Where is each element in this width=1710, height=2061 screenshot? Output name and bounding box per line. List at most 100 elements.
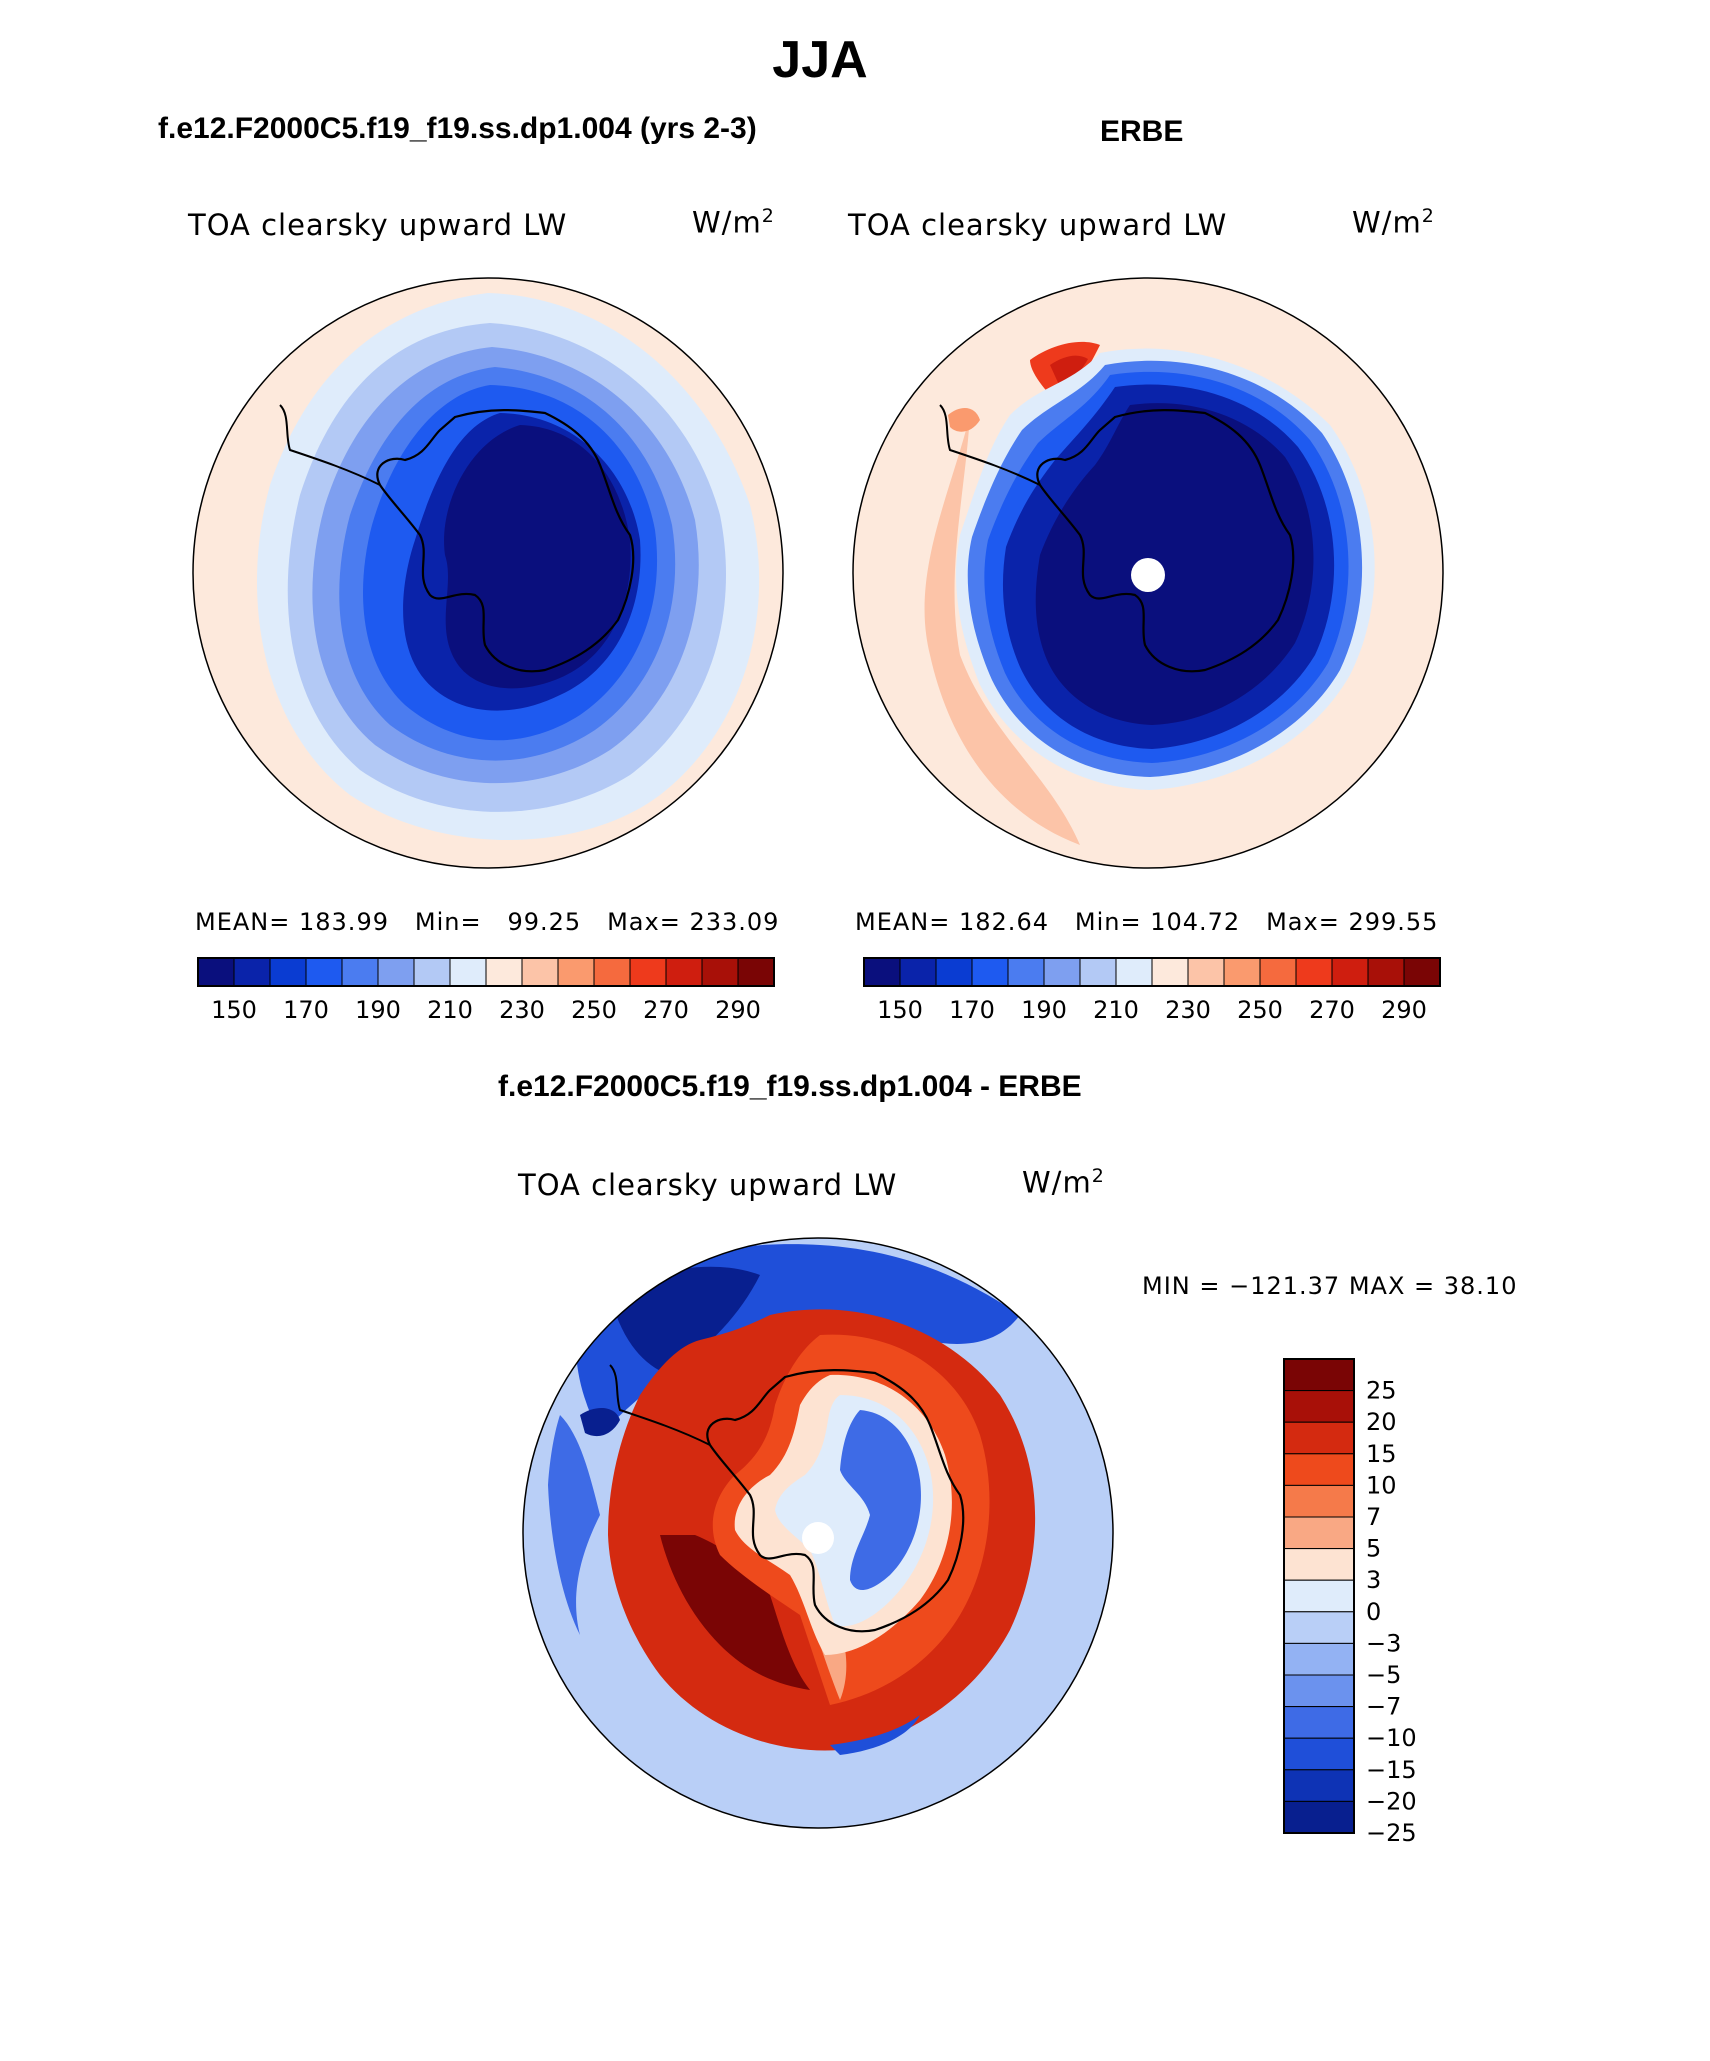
obs-polar-map [852,277,1444,869]
map-fill-neg25 [610,1266,760,1375]
model-colorbar-swatch-0 [197,957,235,987]
model-colorbar-swatch-3 [305,957,343,987]
model-colorbar-tick-label: 290 [715,996,761,1024]
diff-colorbar-tick-label: 20 [1366,1408,1397,1436]
model-colorbar-swatch-11 [593,957,631,987]
obs-colorbar-tick-label: 270 [1309,996,1355,1024]
obs-colorbar-swatch-1 [899,957,937,987]
diff-colorbar-tick-label: 3 [1366,1566,1381,1594]
diff-colorbar-swatch-9 [1283,1642,1355,1676]
obs-colorbar-swatch-6 [1079,957,1117,987]
pole-missing-data [802,1522,834,1554]
map-fill-neg10 [548,1415,600,1635]
obs-colorbar-swatch-15 [1403,957,1441,987]
obs-colorbar-swatch-0 [863,957,901,987]
model-colorbar-swatch-13 [665,957,703,987]
diff-units-label: W/m2 [1022,1165,1105,1200]
peninsula-coastline [609,1364,711,1446]
obs-colorbar-tick-label: 150 [877,996,923,1024]
diff-colorbar-tick-label: 25 [1366,1377,1397,1405]
obs-colorbar-frame [863,957,1441,987]
model-colorbar-swatch-5 [377,957,415,987]
model-colorbar-swatch-9 [521,957,559,987]
diff-colorbar-tick-label: −25 [1366,1819,1417,1845]
model-colorbar-swatch-7 [449,957,487,987]
diff-colorbar-tick-label: 5 [1366,1535,1381,1563]
obs-colorbar-swatch-2 [935,957,973,987]
obs-colorbar-tick-label: 170 [949,996,995,1024]
model-colorbar-swatch-10 [557,957,595,987]
obs-units-label: W/m2 [1352,205,1435,240]
diff-colorbar-tick-label: −20 [1366,1787,1417,1815]
diff-colorbar-swatch-0 [1283,1358,1355,1392]
obs-stats: MEAN= 182.64 Min= 104.72 Max= 299.55 [855,908,1439,936]
model-colorbar-tick-label: 210 [427,996,473,1024]
peninsula-coastline [279,404,381,486]
obs-colorbar-swatch-3 [971,957,1009,987]
obs-colorbar-swatch-7 [1115,957,1153,987]
diff-colorbar-tick-label: −7 [1366,1693,1401,1721]
obs-colorbar-swatch-8 [1151,957,1189,987]
obs-variable-label: TOA clearsky upward LW [848,208,1228,242]
diff-colorbar-swatch-11 [1283,1706,1355,1739]
obs-colorbar-swatch-10 [1223,957,1261,987]
map-fill-25 [660,1535,810,1690]
map-fill-neg25 [580,1408,620,1437]
diff-colorbar-frame [1283,1358,1355,1834]
diff-colorbar-swatch-12 [1283,1737,1355,1771]
model-colorbar-tick-label: 190 [355,996,401,1024]
diff-minmax: MIN = −121.37 MAX = 38.10 [1142,1272,1518,1300]
model-colorbar-frame [197,957,775,987]
diff-colorbar-tick-label: 7 [1366,1503,1381,1531]
diff-colorbar-swatch-4 [1283,1484,1355,1518]
diff-polar-map [522,1237,1114,1829]
map-fill-neg10 [840,1410,921,1591]
obs-colorbar-tick-label: 230 [1165,996,1211,1024]
map-boundary [192,277,784,869]
obs-colorbar-swatch-5 [1043,957,1081,987]
model-polar-map [192,277,784,869]
obs-colorbar-swatch-11 [1259,957,1297,987]
obs-colorbar-tick-label: 190 [1021,996,1067,1024]
model-colorbar-swatch-8 [485,957,523,987]
model-colorbar-tick-label: 270 [643,996,689,1024]
model-colorbar: 150 170 190 210 230 250 270 290 [197,957,775,1024]
diff-colorbar-tick-label: −3 [1366,1629,1401,1657]
diff-colorbar-swatch-3 [1283,1453,1355,1486]
diff-panel-title: f.e12.F2000C5.f19_f19.ss.dp1.004 - ERBE [498,1070,1082,1103]
model-colorbar-tick-label: 230 [499,996,545,1024]
model-colorbar-swatch-14 [701,957,739,987]
obs-colorbar-swatch-12 [1295,957,1333,987]
model-colorbar-swatch-4 [341,957,379,987]
diff-colorbar-swatch-1 [1283,1390,1355,1423]
obs-colorbar-swatch-9 [1187,957,1225,987]
model-colorbar-tick-label: 250 [571,996,617,1024]
model-colorbar-swatch-1 [233,957,271,987]
model-colorbar-swatch-6 [413,957,451,987]
obs-colorbar-swatch-14 [1367,957,1405,987]
diff-colorbar-tick-label: −10 [1366,1724,1417,1752]
model-colorbar-tick-label: 150 [211,996,257,1024]
diff-colorbar-tick-label: −5 [1366,1661,1401,1689]
diff-colorbar-swatch-13 [1283,1769,1355,1802]
model-units-label: W/m2 [692,205,775,240]
antarctica-coastline [706,1369,965,1633]
obs-panel-title: ERBE [1100,115,1184,148]
diff-colorbar-tick-label: 10 [1366,1471,1397,1499]
diff-colorbar-swatch-2 [1283,1421,1355,1455]
diff-colorbar-swatch-6 [1283,1548,1355,1581]
diff-colorbar-swatch-14 [1283,1800,1355,1834]
diff-colorbar-tick-label: 0 [1366,1598,1381,1626]
obs-colorbar-swatch-4 [1007,957,1045,987]
pole-missing-data [1131,558,1165,592]
diff-colorbar: 25 20 15 10 7 5 3 0 −3 −5 −7 −10 −15 −20 −25 [1283,1358,1417,1845]
map-boundary [852,277,1444,869]
warm-patch-250 [948,408,980,432]
model-panel-title: f.e12.F2000C5.f19_f19.ss.dp1.004 (yrs 2-… [158,112,757,145]
model-colorbar-tick-label: 170 [283,996,329,1024]
model-colorbar-swatch-2 [269,957,307,987]
figure-title: JJA [772,31,868,89]
antarctica-coastline [1036,409,1295,673]
model-colorbar-swatch-12 [629,957,667,987]
model-colorbar-swatch-15 [737,957,775,987]
